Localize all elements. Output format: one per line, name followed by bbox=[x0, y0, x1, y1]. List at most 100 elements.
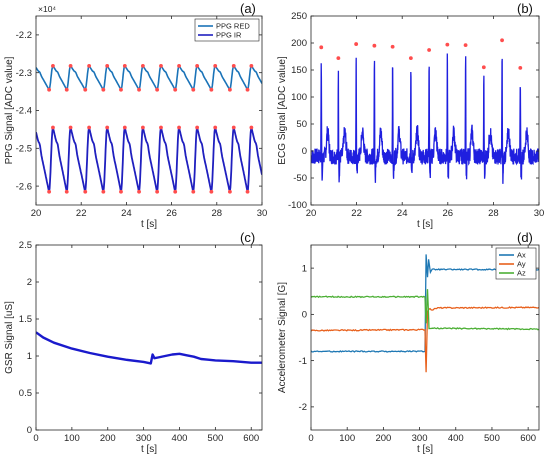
trough-marker bbox=[47, 87, 52, 92]
x-tick-label: 26 bbox=[166, 208, 177, 219]
r-peak-marker bbox=[518, 65, 523, 70]
series-line-ay bbox=[311, 306, 539, 373]
plot-area bbox=[36, 331, 262, 365]
trough-marker bbox=[119, 189, 123, 194]
peak-marker bbox=[87, 63, 92, 68]
series-line-ppg-red bbox=[36, 65, 262, 92]
trough-marker bbox=[191, 87, 196, 92]
peak-marker bbox=[249, 63, 254, 68]
x-tick-label: 300 bbox=[412, 433, 428, 444]
y-axis-label: ECG Signal [ADC value] bbox=[277, 56, 288, 165]
peak-marker bbox=[159, 125, 163, 130]
x-axis-label: t [s] bbox=[417, 444, 433, 454]
trough-marker bbox=[173, 189, 178, 194]
y-tick-label: -2.6 bbox=[16, 181, 32, 192]
axes-frame bbox=[310, 15, 540, 206]
peak-marker bbox=[231, 63, 236, 68]
y-tick-label: -2.5 bbox=[16, 144, 32, 155]
plot-area bbox=[311, 38, 539, 184]
trough-marker bbox=[83, 189, 88, 194]
y-axis-label: PPG Signal [ADC value] bbox=[4, 56, 15, 164]
peak-marker bbox=[140, 63, 145, 68]
y-tick-label: -2 bbox=[299, 402, 307, 413]
x-tick-label: 22 bbox=[351, 208, 362, 219]
series-line-ecg bbox=[311, 53, 539, 184]
trough-marker bbox=[209, 87, 214, 92]
y-tick-label: 2 bbox=[27, 277, 32, 288]
x-tick-label: 200 bbox=[375, 433, 391, 444]
trough-marker bbox=[137, 189, 141, 194]
trough-marker bbox=[228, 87, 232, 92]
axes-frame bbox=[35, 15, 263, 206]
x-axis-label: t [s] bbox=[417, 219, 433, 230]
y-tick-label: -50 bbox=[293, 173, 307, 184]
y-tick-label: 100 bbox=[291, 92, 307, 103]
y-axis-label: GSR Signal [uS] bbox=[4, 301, 15, 374]
x-tick-label: 100 bbox=[64, 433, 80, 444]
r-peak-marker bbox=[354, 42, 359, 46]
y-tick-label: 1 bbox=[302, 263, 307, 274]
y-tick-label: 1 bbox=[27, 351, 32, 362]
x-tick-label: 24 bbox=[397, 208, 408, 219]
axes-frame bbox=[310, 244, 540, 431]
peak-marker bbox=[231, 125, 236, 130]
exponent-label: ×10⁴ bbox=[38, 4, 56, 14]
panel-label: (b) bbox=[517, 1, 533, 16]
x-axis-label: t [s] bbox=[141, 219, 157, 230]
legend-entry: Az bbox=[517, 269, 526, 278]
x-tick-label: 0 bbox=[33, 433, 38, 444]
panel-b: 20 22 24 26 28 30 -100 -50 0 50 100 150 200 250 t [s] E… bbox=[277, 1, 544, 230]
legend-entry: PPG IR bbox=[216, 31, 242, 40]
y-tick-label: -1 bbox=[299, 356, 307, 367]
trough-marker bbox=[101, 87, 106, 92]
legend-box bbox=[495, 247, 537, 280]
y-tick-label: -2.2 bbox=[16, 30, 32, 41]
panel-c: 0 100 200 300 400 500 600 0 0.5 1 1.5 2 2.5 t [s] GSR … bbox=[4, 230, 263, 454]
peak-marker bbox=[51, 63, 55, 68]
peak-marker bbox=[51, 125, 55, 130]
r-peak-marker bbox=[408, 56, 413, 61]
trough-marker bbox=[64, 189, 69, 194]
y-tick-label: 250 bbox=[291, 11, 307, 22]
panel-a: 20 22 24 26 28 30 -2.6 -2.5 -2.4 -2.3 -2.2 t [s] PPG… bbox=[4, 1, 267, 230]
r-peak-marker bbox=[390, 44, 395, 49]
y-tick-label: 50 bbox=[296, 119, 307, 130]
trough-marker bbox=[173, 87, 178, 92]
r-peak-marker bbox=[463, 43, 468, 48]
peak-marker bbox=[213, 63, 218, 68]
peak-marker bbox=[105, 63, 110, 68]
peak-marker bbox=[68, 63, 73, 68]
y-tick-label: 0 bbox=[27, 425, 32, 436]
panel-label: (a) bbox=[240, 1, 256, 16]
panel-label: (d) bbox=[517, 230, 533, 245]
trough-marker bbox=[101, 189, 106, 194]
x-tick-label: 600 bbox=[243, 433, 259, 444]
axes-frame bbox=[35, 244, 263, 431]
series-line-gsr bbox=[36, 331, 262, 365]
r-peak-marker bbox=[427, 48, 432, 52]
x-tick-label: 30 bbox=[534, 208, 545, 219]
y-axis-label: Accelerometer Signal [G] bbox=[277, 282, 288, 393]
trough-marker bbox=[191, 189, 196, 194]
x-tick-label: 24 bbox=[121, 208, 132, 219]
x-axis-label: t [s] bbox=[141, 444, 157, 454]
y-tick-label: 1.5 bbox=[19, 314, 32, 325]
x-tick-label: 500 bbox=[484, 433, 500, 444]
r-peak-marker bbox=[319, 45, 324, 50]
trough-marker bbox=[155, 189, 160, 194]
trough-marker bbox=[83, 87, 88, 92]
peak-marker bbox=[195, 63, 200, 68]
x-tick-label: 20 bbox=[306, 208, 317, 219]
x-tick-label: 30 bbox=[257, 208, 268, 219]
y-tick-label: 150 bbox=[291, 65, 307, 76]
y-tick-label: -2.4 bbox=[16, 106, 32, 117]
series-line-az bbox=[311, 289, 539, 331]
trough-marker bbox=[155, 87, 160, 92]
x-tick-label: 500 bbox=[207, 433, 223, 444]
trough-marker bbox=[119, 87, 123, 92]
x-tick-label: 600 bbox=[520, 433, 536, 444]
trough-marker bbox=[64, 87, 69, 92]
